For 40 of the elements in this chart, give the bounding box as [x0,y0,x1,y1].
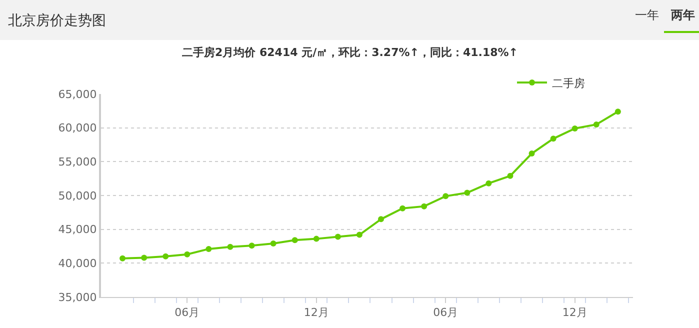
y-tick-label: 60,000 [58,122,97,135]
text: 一年 [635,8,659,22]
point [464,190,470,196]
point [120,255,126,262]
y-tick-label: 65,000 [58,88,97,101]
x-tick-label: 06月 [433,306,458,320]
point [593,121,600,128]
point [270,240,276,247]
point [356,232,362,238]
point [614,108,621,115]
y-tick-label: 55,000 [58,156,97,169]
point [162,253,169,260]
y-tick-label: 50,000 [58,189,97,202]
point [227,244,234,250]
point [206,246,212,252]
point [334,234,341,240]
chart-title: 北京房价走势图 [8,12,106,29]
y-tick-label: 40,000 [58,257,97,270]
y-tick-label: 35,000 [58,290,97,304]
text: 两年 [670,8,695,22]
point [184,251,190,258]
point [313,236,320,242]
point [572,126,578,132]
point [292,237,298,244]
point [442,193,449,200]
y-tick-label: 45,000 [58,223,97,236]
point [486,180,492,186]
point [528,150,535,157]
x-tick-label: 12月 [304,306,329,320]
point [378,216,384,222]
x-tick-label: 12月 [562,306,588,320]
legend-label: 二手房 [552,76,585,90]
point [141,254,148,261]
point [400,205,406,212]
point [507,172,514,179]
point [421,203,428,210]
chart-subtitle: 二手房2月均价 62414 元/㎡，环比：3.27%↑，同比：41.18%↑ [182,46,518,59]
point [248,242,255,249]
point [550,136,556,142]
x-tick-label: 06月 [174,306,200,320]
